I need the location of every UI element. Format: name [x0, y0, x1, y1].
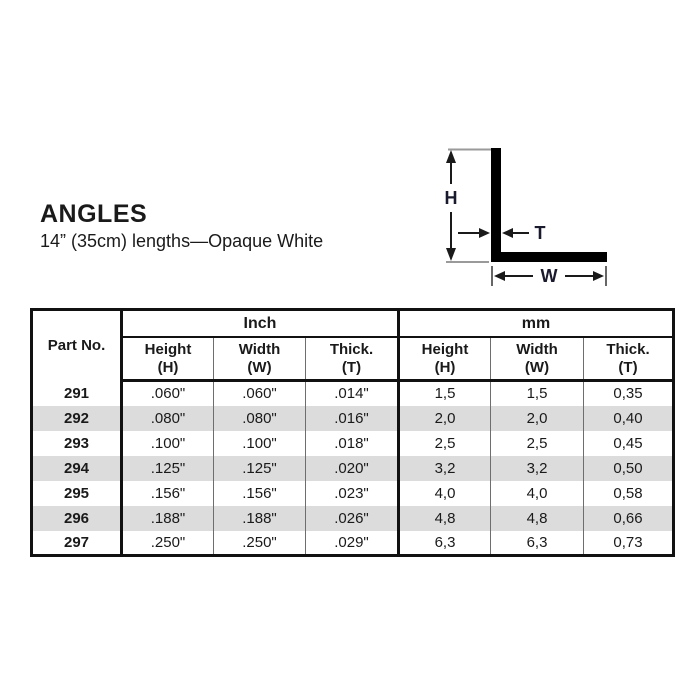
inch-width-cell: .060": [213, 380, 306, 406]
spec-table: Part No. Inch mm Height (H) Width (W) Th…: [30, 308, 675, 557]
mm-thick-cell: 0,58: [613, 484, 643, 502]
mm-thick-header: Thick. (T): [583, 337, 674, 382]
inch-width-cell: .250": [213, 530, 306, 556]
mm-width-cell: 2,5: [490, 430, 584, 456]
part-no-cell: 297: [31, 530, 123, 556]
table-row: 291 .060" .060" .014" 1,5 1,5 0,35: [31, 380, 674, 406]
angle-profile-diagram: H T W: [445, 148, 607, 286]
mm-thick-cell: 0,40: [613, 409, 643, 427]
inch-width-header: Width (W): [213, 337, 306, 382]
inch-thick-cell: .014": [305, 380, 400, 406]
table-row: 295 .156" .156" .023" 4,0 4,0 0,58: [31, 480, 674, 506]
width-arrow-right-icon: [593, 271, 604, 281]
height-arrow-up-icon: [446, 150, 456, 163]
angle-shape: [491, 148, 607, 262]
inch-thick-cell: .020": [305, 455, 400, 481]
mm-thick-cell: 0,73: [613, 533, 643, 551]
inch-thick-cell: .023": [305, 480, 400, 506]
mm-width-cell: 4,0: [490, 480, 584, 506]
mm-width-header: Width (W): [490, 337, 584, 382]
width-label: W: [541, 266, 558, 286]
inch-section-header: Inch: [121, 309, 400, 338]
mm-thick-cell: 0,45: [613, 434, 643, 452]
page-title: ANGLES: [40, 200, 148, 228]
mm-width-cell: 4,8: [490, 505, 584, 531]
width-arrow-left-icon: [494, 271, 505, 281]
mm-height-cell: 3,2: [398, 455, 491, 481]
thickness-arrow-right-icon: [479, 228, 490, 238]
mm-width-cell: 1,5: [490, 380, 584, 406]
inch-thick-cell: .029": [305, 530, 400, 556]
inch-height-cell: .125": [121, 455, 214, 481]
mm-width-cell: 3,2: [490, 455, 584, 481]
mm-width-cell: 2,0: [490, 405, 584, 431]
inch-width-cell: .188": [213, 505, 306, 531]
mm-height-cell: 1,5: [398, 380, 491, 406]
mm-height-cell: 6,3: [398, 530, 491, 556]
inch-thick-header: Thick. (T): [305, 337, 400, 382]
inch-height-cell: .188": [121, 505, 214, 531]
part-no-cell: 296: [31, 505, 123, 531]
inch-height-header: Height (H): [121, 337, 214, 382]
section-header-row: Part No. Inch mm: [31, 309, 674, 381]
part-no-cell: 294: [31, 455, 123, 481]
table-row: 297 .250" .250" .029" 6,3 6,3 0,73: [31, 530, 674, 556]
mm-height-cell: 2,5: [398, 430, 491, 456]
part-no-cell: 291: [31, 380, 123, 406]
mm-thick-cell: 0,35: [613, 385, 643, 403]
inch-height-cell: .250": [121, 530, 214, 556]
inch-width-cell: .080": [213, 405, 306, 431]
inch-height-cell: .156": [121, 480, 214, 506]
inch-height-cell: .080": [121, 405, 214, 431]
inch-thick-cell: .026": [305, 505, 400, 531]
inch-thick-cell: .016": [305, 405, 400, 431]
sub-header-row: Height (H) Width (W) Thick. (T) Height (…: [32, 337, 674, 382]
inch-width-cell: .100": [213, 430, 306, 456]
mm-section-header: mm: [398, 309, 674, 338]
part-no-cell: 293: [31, 430, 123, 456]
mm-height-cell: 2,0: [398, 405, 491, 431]
table-row: 293 .100" .100" .018" 2,5 2,5 0,45: [31, 430, 674, 456]
part-no-header: Part No.: [31, 309, 123, 381]
table-row: 294 .125" .125" .020" 3,2 3,2 0,50: [31, 455, 674, 481]
mm-thick-cell: 0,50: [613, 459, 643, 477]
part-no-cell: 292: [31, 405, 123, 431]
inch-width-cell: .156": [213, 480, 306, 506]
mm-height-cell: 4,0: [398, 480, 491, 506]
mm-height-cell: 4,8: [398, 505, 491, 531]
mm-height-header: Height (H): [398, 337, 491, 382]
part-no-cell: 295: [31, 480, 123, 506]
page-subtitle: 14” (35cm) lengths—Opaque White: [40, 231, 324, 251]
mm-thick-cell: 0,66: [613, 509, 643, 527]
thickness-arrow-left-icon: [502, 228, 513, 238]
thickness-label: T: [535, 223, 546, 243]
inch-thick-cell: .018": [305, 430, 400, 456]
inch-height-cell: .060": [121, 380, 214, 406]
mm-width-cell: 6,3: [490, 530, 584, 556]
height-arrow-down-icon: [446, 248, 456, 261]
table-row: 292 .080" .080" .016" 2,0 2,0 0,40: [31, 405, 674, 431]
table-row: 296 .188" .188" .026" 4,8 4,8 0,66: [31, 505, 674, 531]
inch-height-cell: .100": [121, 430, 214, 456]
height-label: H: [445, 188, 458, 208]
inch-width-cell: .125": [213, 455, 306, 481]
